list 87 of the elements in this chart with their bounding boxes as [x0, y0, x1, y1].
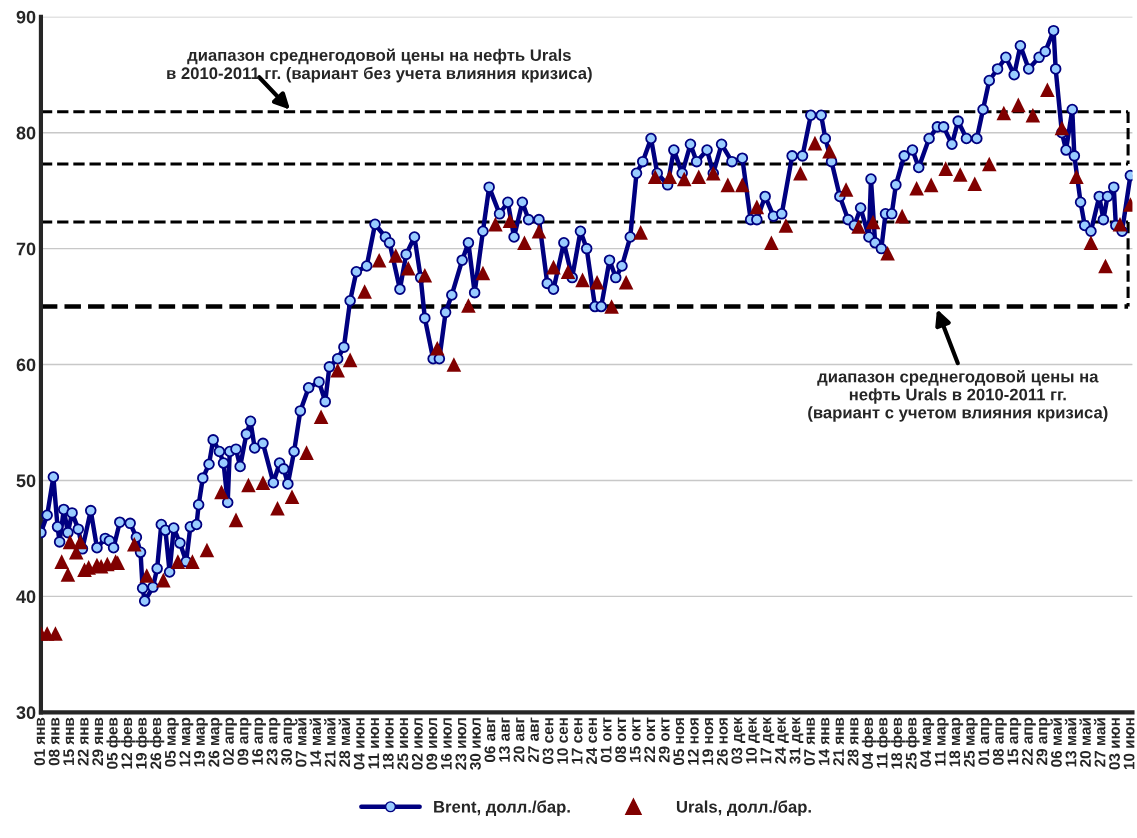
x-tick-label: 10 июн — [1123, 718, 1135, 770]
x-tick-label: 04 мар — [920, 717, 935, 767]
x-tick-label: 19 фев — [135, 717, 150, 769]
x-tick-label: 07 янв — [804, 717, 815, 766]
x-tick-label: 16 июл — [440, 718, 452, 770]
x-tick-label: 12 ноя — [687, 718, 699, 765]
x-tick-label: 15 апр — [1007, 717, 1022, 765]
x-tick-label: 13 май — [1064, 718, 1077, 767]
x-tick-label: 25 мар — [963, 717, 978, 767]
x-tick-label: 21 май — [324, 718, 336, 767]
x-tick-label: 11 мар — [934, 717, 949, 766]
x-tick-label: 25 фев — [905, 717, 920, 769]
x-tick-label: 08 апр — [992, 717, 1007, 765]
x-tick-label: 31 дек — [789, 717, 804, 764]
x-tick-label: 20 май — [1079, 718, 1091, 767]
x-tick-label: 14 май — [309, 718, 322, 767]
x-tick-label: 10 дек — [745, 717, 760, 764]
x-tick-label: 06 май — [1050, 718, 1062, 767]
x-tick-label: 04 фев — [861, 717, 877, 769]
x-tick-label: 17 сен — [571, 718, 583, 764]
x-tick-label: 03 сен — [542, 718, 554, 765]
x-tick-label: 22 апр — [1021, 717, 1036, 765]
x-tick-label: 30 апр — [281, 717, 295, 766]
x-tick-label: 10 сен — [557, 718, 568, 764]
x-tick-label: 07 май — [294, 718, 307, 767]
x-tick-label: 01 окт — [600, 717, 612, 763]
y-tick-label: 80 — [16, 126, 36, 140]
x-tick-label: 03 июн — [1109, 718, 1120, 770]
y-tick-label: 30 — [16, 706, 36, 720]
y-tick-label: 60 — [16, 358, 36, 372]
x-tick-label: 03 дек — [731, 717, 746, 764]
x-tick-label: 08 окт — [615, 717, 627, 763]
x-tick-label: 26 фев — [150, 717, 165, 769]
ref-line-label: диапазон среднегодовой цены на нефть Urals в 2010-2011 гг. (вариант с учетом влияния кризиса) — [808, 369, 1108, 422]
legend-label: Brent, долл./бар. — [434, 800, 570, 817]
x-tick-label: 27 авг — [528, 717, 539, 763]
x-tick-label: 28 янв — [847, 717, 859, 766]
x-tick-label: 01 янв — [34, 717, 46, 766]
x-tick-label: 19 мар — [194, 717, 208, 767]
x-tick-label: 22 янв — [77, 717, 89, 766]
x-tick-label: 18 фев — [890, 717, 906, 769]
x-tick-label: 12 мар — [179, 717, 194, 767]
x-tick-label: 11 июн — [368, 718, 380, 769]
x-tick-label: 05 фев — [106, 717, 121, 769]
x-tick-label: 05 ноя — [673, 718, 685, 766]
x-tick-label: 27 май — [1093, 718, 1106, 767]
y-tick-label: 50 — [16, 474, 36, 488]
x-tick-label: 21 янв — [833, 717, 844, 766]
x-tick-label: 09 июл — [426, 718, 438, 770]
y-tick-label: 90 — [16, 10, 36, 24]
x-tick-label: 23 июл — [455, 718, 467, 770]
x-tick-label: 05 мар — [164, 717, 179, 767]
x-tick-label: 20 авг — [513, 717, 525, 763]
x-tick-label: 24 дек — [775, 717, 789, 764]
y-tick-label: 70 — [16, 242, 36, 256]
x-tick-label: 06 авг — [484, 717, 496, 763]
x-tick-label: 18 мар — [949, 717, 964, 767]
x-tick-label: 16 апр — [252, 717, 266, 765]
x-tick-label: 15 янв — [63, 717, 75, 765]
x-tick-label: 11 фев — [876, 717, 891, 768]
y-tick-label: 40 — [16, 590, 36, 604]
x-tick-label: 29 апр — [1036, 717, 1051, 765]
x-tick-label: 19 ноя — [702, 718, 714, 765]
x-tick-label: 24 сен — [586, 718, 598, 765]
x-tick-label: 18 июн — [382, 718, 394, 770]
x-tick-label: 26 ноя — [716, 718, 728, 766]
x-tick-label: 26 мар — [208, 717, 223, 767]
ref-line-label: диапазон среднегодовой цены на нефть Urals в 2010-2011 гг. (вариант без учета влияния кризиса) — [167, 48, 592, 83]
x-tick-label: 29 окт — [658, 717, 670, 763]
x-tick-label: 17 дек — [760, 717, 775, 764]
x-tick-label: 25 июн — [397, 718, 409, 770]
legend-label: Urals, долл./бар. — [676, 800, 811, 817]
x-tick-label: 09 апр — [237, 717, 252, 765]
x-tick-label: 30 июл — [469, 718, 481, 770]
x-tick-label: 29 янв — [92, 717, 104, 766]
x-tick-label: 02 апр — [223, 717, 237, 765]
x-tick-label: 13 авг — [499, 717, 510, 762]
x-tick-label: 22 окт — [644, 717, 656, 763]
x-tick-label: 04 июн — [353, 718, 365, 770]
x-tick-label: 28 май — [338, 718, 351, 767]
x-tick-label: 01 апр — [978, 717, 993, 765]
x-tick-label: 23 апр — [266, 717, 281, 765]
x-tick-label: 02 июл — [411, 718, 423, 770]
x-tick-label: 14 янв — [818, 717, 830, 765]
x-tick-label: 12 фев — [120, 717, 136, 769]
x-tick-label: 15 окт — [629, 717, 641, 762]
x-tick-label: 08 янв — [48, 717, 60, 766]
